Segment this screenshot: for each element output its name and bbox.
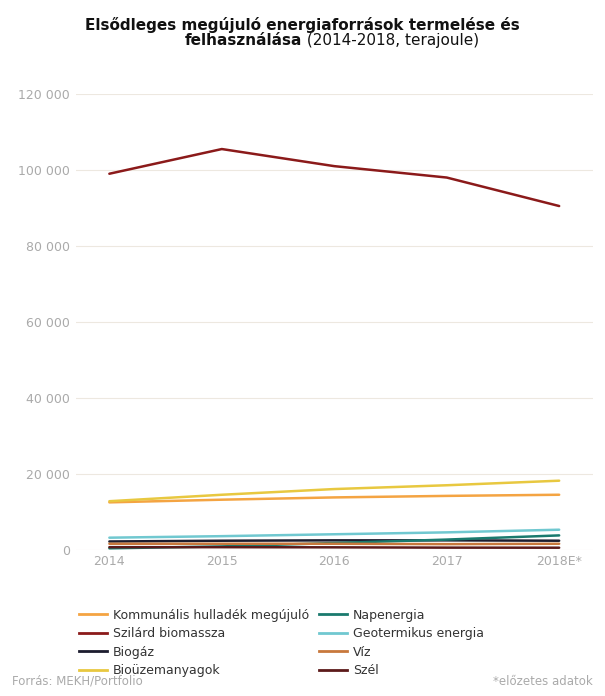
Text: *előzetes adatok: *előzetes adatok (493, 674, 593, 688)
Text: (2014-2018, terajoule): (2014-2018, terajoule) (302, 33, 480, 49)
Text: felhasználása: felhasználása (185, 33, 302, 49)
Text: Elsődleges megújuló energiaforrások termelése és: Elsődleges megújuló energiaforrások term… (85, 17, 520, 33)
Legend: Kommunális hulladék megújuló, Szilárd biomassza, Biogáz, Bioüzemanyagok, Napener: Kommunális hulladék megújuló, Szilárd bi… (79, 608, 484, 677)
Text: Forrás: MEKH/Portfolio: Forrás: MEKH/Portfolio (12, 674, 143, 688)
